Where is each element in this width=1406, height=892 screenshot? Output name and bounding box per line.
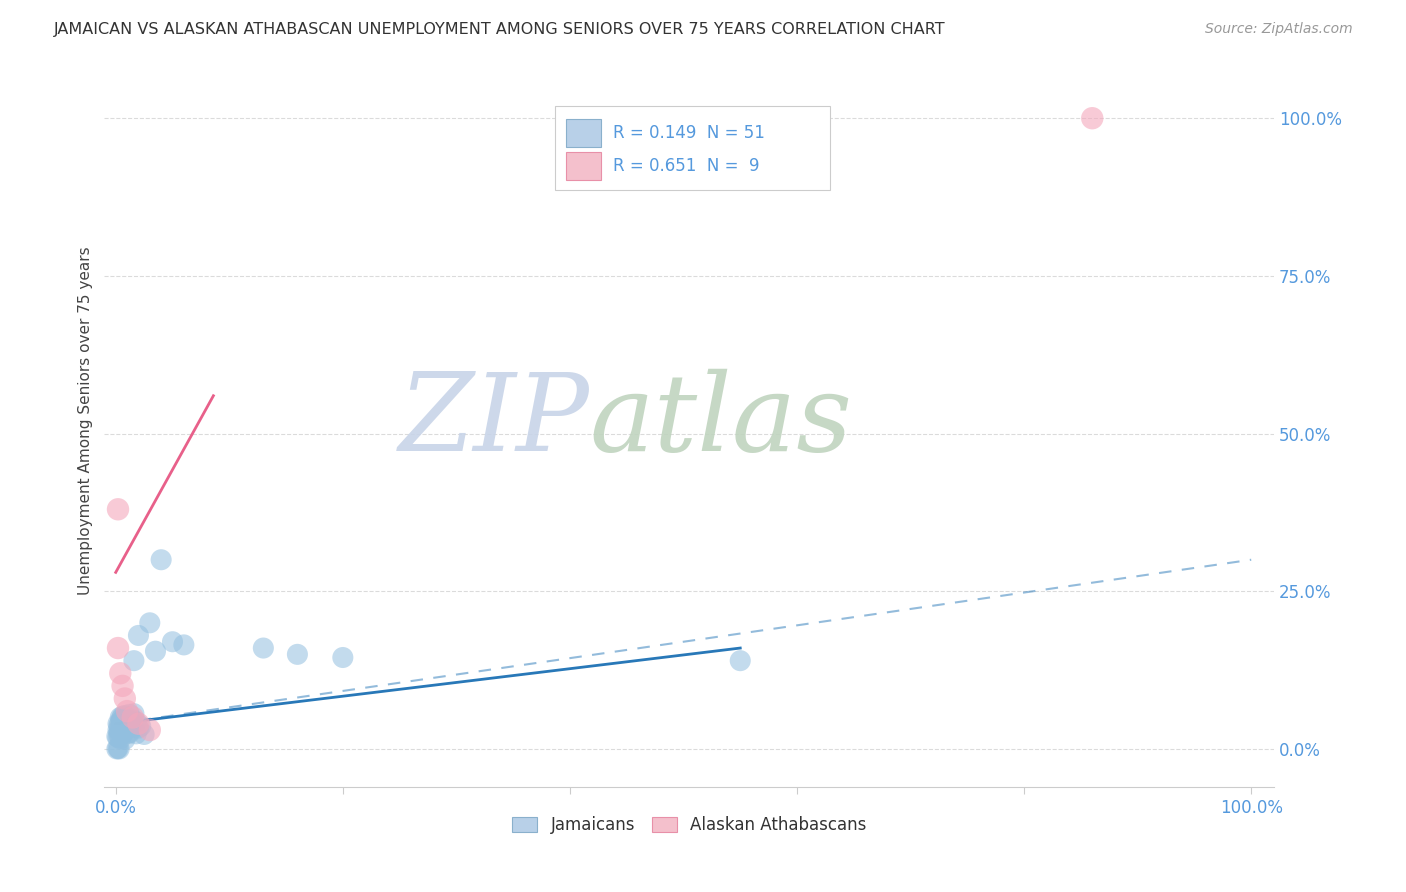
Point: [139, 723, 162, 737]
Point: [112, 725, 135, 739]
Point: [118, 726, 141, 740]
Point: [120, 720, 142, 734]
FancyBboxPatch shape: [554, 106, 830, 191]
Y-axis label: Unemployment Among Seniors over 75 years: Unemployment Among Seniors over 75 years: [79, 247, 93, 595]
Point: [110, 666, 132, 681]
Point: [332, 650, 354, 665]
Point: [114, 732, 136, 747]
Point: [112, 712, 135, 726]
Point: [127, 721, 149, 735]
Point: [162, 634, 184, 648]
Point: [111, 709, 134, 723]
Text: atlas: atlas: [589, 368, 853, 474]
Point: [173, 638, 195, 652]
Point: [125, 714, 148, 729]
Point: [125, 727, 148, 741]
Point: [107, 716, 129, 731]
Point: [108, 728, 131, 742]
Point: [145, 644, 167, 658]
Point: [114, 708, 136, 723]
Point: [111, 727, 134, 741]
Text: ZIP: ZIP: [399, 368, 589, 474]
Point: [105, 730, 128, 744]
Point: [110, 710, 132, 724]
Point: [115, 721, 138, 735]
Point: [1081, 112, 1104, 126]
Point: [115, 713, 138, 727]
Point: [728, 654, 751, 668]
Point: [108, 724, 131, 739]
Point: [252, 641, 274, 656]
Point: [118, 707, 141, 722]
Point: [114, 691, 136, 706]
FancyBboxPatch shape: [567, 153, 602, 180]
Point: [127, 716, 149, 731]
Point: [118, 721, 141, 735]
Point: [121, 713, 143, 727]
Point: [122, 706, 145, 721]
Point: [110, 715, 132, 730]
Text: Source: ZipAtlas.com: Source: ZipAtlas.com: [1205, 22, 1353, 37]
Point: [122, 654, 145, 668]
Point: [108, 718, 131, 732]
Point: [107, 502, 129, 516]
Point: [150, 553, 173, 567]
Point: [107, 731, 129, 745]
Point: [110, 722, 132, 736]
Point: [115, 714, 138, 728]
Point: [134, 727, 156, 741]
Point: [107, 741, 129, 756]
Legend: Jamaicans, Alaskan Athabascans: Jamaicans, Alaskan Athabascans: [505, 809, 873, 840]
Point: [110, 719, 132, 733]
Point: [107, 723, 129, 737]
Point: [121, 710, 143, 724]
Point: [111, 714, 134, 729]
Point: [114, 720, 136, 734]
Point: [110, 712, 132, 726]
Point: [127, 628, 149, 642]
Point: [110, 731, 132, 746]
FancyBboxPatch shape: [567, 119, 602, 146]
Point: [121, 714, 143, 729]
Point: [108, 742, 131, 756]
Point: [117, 726, 139, 740]
Point: [287, 648, 309, 662]
Text: R = 0.651  N =  9: R = 0.651 N = 9: [613, 157, 759, 176]
Point: [107, 641, 129, 656]
Point: [129, 719, 152, 733]
Point: [111, 679, 134, 693]
Text: R = 0.149  N = 51: R = 0.149 N = 51: [613, 124, 765, 142]
Point: [139, 615, 162, 630]
Point: [115, 704, 138, 718]
Text: JAMAICAN VS ALASKAN ATHABASCAN UNEMPLOYMENT AMONG SENIORS OVER 75 YEARS CORRELAT: JAMAICAN VS ALASKAN ATHABASCAN UNEMPLOYM…: [53, 22, 945, 37]
Point: [105, 742, 128, 756]
